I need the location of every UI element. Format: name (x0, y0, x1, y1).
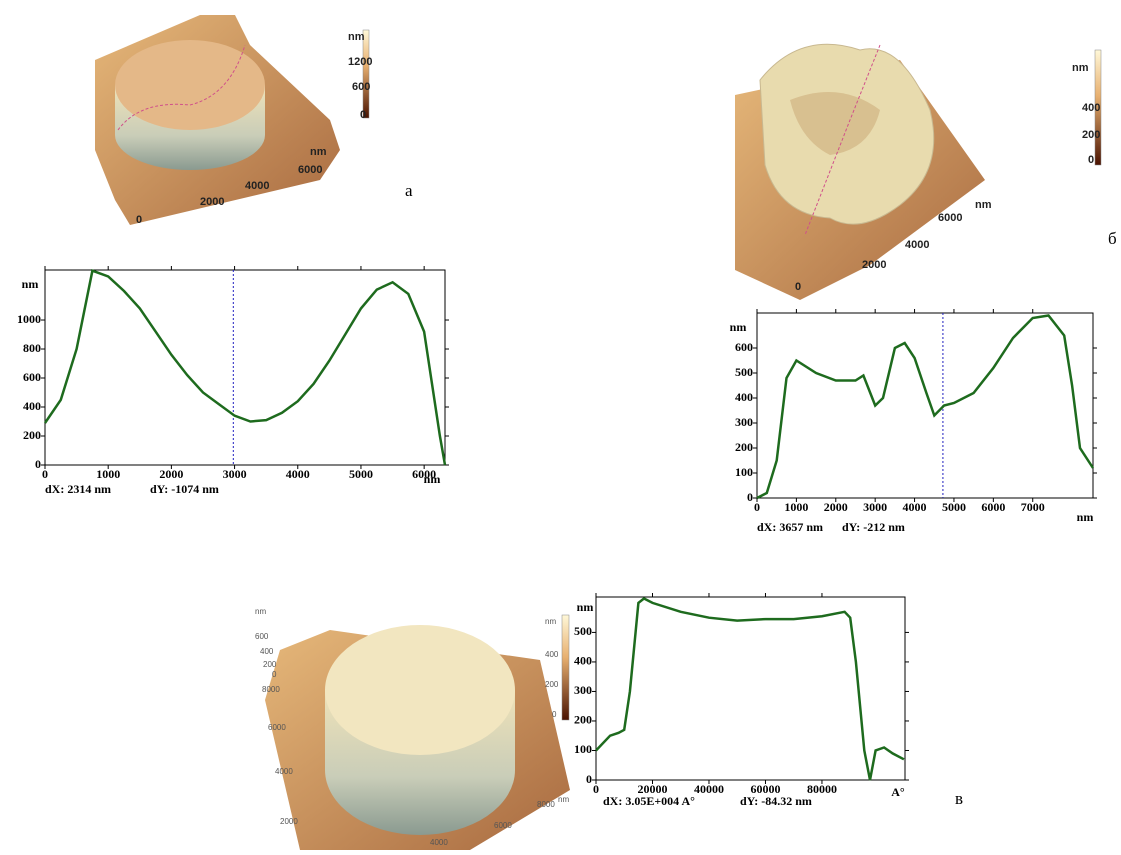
colorbar-label: nm (545, 617, 556, 626)
annotation: dX: 3.05E+004 A° (603, 794, 695, 808)
colorbar-label: 0 (1088, 154, 1094, 166)
axis-label: 0 (272, 670, 277, 679)
colorbar-label: 600 (352, 81, 370, 93)
y-tick-label: 200 (735, 440, 753, 454)
y-tick-label: 1000 (17, 312, 41, 326)
axis-label: 4000 (245, 180, 269, 192)
axis-label: 4000 (905, 239, 929, 251)
x-tick-label: 4000 (286, 467, 310, 481)
y-tick-label: 600 (735, 340, 753, 354)
y-axis-label: nm (730, 320, 747, 334)
plot-frame (45, 270, 445, 465)
annotation: dY: -212 nm (842, 520, 905, 534)
colorbar-label: 1200 (348, 56, 372, 68)
x-tick-label: 3000 (863, 500, 887, 514)
colorbar-label: 0 (360, 109, 366, 121)
axis-label: 6000 (298, 164, 322, 176)
x-tick-label: 2000 (824, 500, 848, 514)
colorbar-label: 200 (545, 680, 559, 689)
x-tick-label: 0 (754, 500, 760, 514)
x-tick-label: 3000 (223, 467, 247, 481)
profile-line (757, 316, 1093, 499)
afm-image-a (95, 15, 369, 225)
axis-label: 0 (136, 214, 142, 226)
afm-image-c (265, 615, 570, 850)
x-tick-label: 6000 (981, 500, 1005, 514)
colorbar-label: 400 (1082, 102, 1100, 114)
x-tick-label: 5000 (942, 500, 966, 514)
y-axis-label: nm (22, 277, 39, 291)
y-tick-label: 300 (735, 415, 753, 429)
colorbar-label: 200 (1082, 129, 1100, 141)
axis2-label: 6000 (494, 821, 512, 830)
x-tick-label: 1000 (96, 467, 120, 481)
annotation: dX: 3657 nm (757, 520, 823, 534)
x-axis-label: nm (424, 472, 441, 486)
y-axis-label: nm (577, 600, 594, 614)
colorbar-label: 400 (545, 650, 559, 659)
annotation: dX: 2314 nm (45, 482, 111, 496)
y-tick-label: 200 (574, 713, 592, 727)
axis-label: 2000 (200, 196, 224, 208)
axis-label: 2000 (862, 259, 886, 271)
y-tick-label: 300 (574, 683, 592, 697)
axis-label: nm (255, 607, 266, 616)
figure: 0100020003000400050006000020040060080010… (0, 0, 1121, 855)
y-tick-label: 0 (747, 490, 753, 504)
y-tick-label: 600 (23, 370, 41, 384)
annotation: dY: -1074 nm (150, 482, 219, 496)
colorbar-label: nm (348, 31, 365, 43)
y-tick-label: 100 (574, 742, 592, 756)
profile-line (45, 271, 445, 465)
x-tick-label: 7000 (1021, 500, 1045, 514)
axis-label: 8000 (262, 685, 280, 694)
x-axis-label: nm (1077, 510, 1094, 524)
panel-letter: б (1108, 229, 1117, 248)
panel-letter: а (405, 181, 413, 200)
x-tick-label: 4000 (903, 500, 927, 514)
axis-label: 200 (263, 660, 277, 669)
colorbar-label: 0 (552, 710, 557, 719)
x-axis-label: A° (891, 785, 905, 799)
y-tick-label: 100 (735, 465, 753, 479)
axis-label: 4000 (275, 767, 293, 776)
axis-label: 0 (795, 281, 801, 293)
plot-frame (757, 313, 1093, 498)
axis-label: 2000 (280, 817, 298, 826)
profile-line (596, 599, 904, 781)
axis2-label: 4000 (430, 838, 448, 847)
axis-label: 400 (260, 647, 274, 656)
axis-label: 600 (255, 632, 269, 641)
axis-label: 6000 (938, 212, 962, 224)
x-tick-label: 1000 (784, 500, 808, 514)
colorbar-label: nm (1072, 62, 1089, 74)
axis2-label: nm (558, 795, 569, 804)
annotation: dY: -84.32 nm (740, 794, 812, 808)
x-tick-label: 2000 (159, 467, 183, 481)
y-tick-label: 0 (35, 457, 41, 471)
x-tick-label: 5000 (349, 467, 373, 481)
y-tick-label: 500 (735, 365, 753, 379)
panel-letter: в (955, 789, 963, 808)
y-tick-label: 200 (23, 428, 41, 442)
axis-label: 6000 (268, 723, 286, 732)
y-tick-label: 400 (23, 399, 41, 413)
x-tick-label: 0 (42, 467, 48, 481)
afm-image-b (735, 44, 1101, 300)
x-tick-label: 40000 (694, 782, 724, 796)
x-tick-label: 0 (593, 782, 599, 796)
axis-label: nm (310, 146, 327, 158)
y-tick-label: 500 (574, 624, 592, 638)
axis2-label: 8000 (537, 800, 555, 809)
y-tick-label: 0 (586, 772, 592, 786)
axis-label: nm (975, 199, 992, 211)
y-tick-label: 400 (735, 390, 753, 404)
y-tick-label: 400 (574, 654, 592, 668)
y-tick-label: 800 (23, 341, 41, 355)
